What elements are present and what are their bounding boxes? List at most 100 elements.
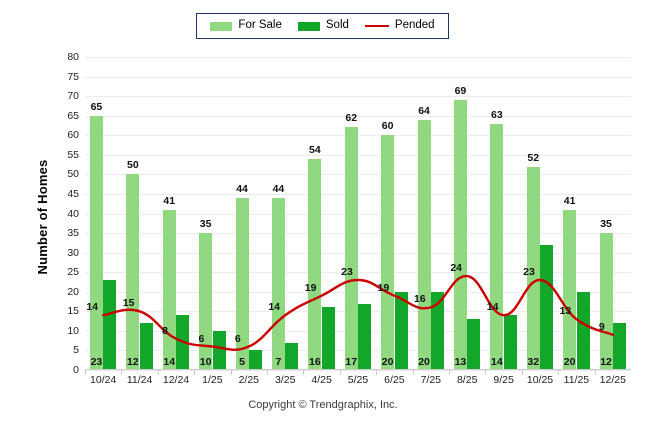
label-sold: 32	[527, 356, 540, 368]
bar-sold[interactable]	[103, 280, 117, 370]
label-sold: 16	[309, 356, 321, 368]
x-axis-tick-labels: 10/24 11/24 12/24 1/25 2/25 3/25 4/25 5/25 6/25 7…	[85, 374, 631, 390]
y-axis-title: Number of Homes	[34, 159, 50, 275]
bar-sold[interactable]	[540, 244, 554, 370]
legend-label-pended: Pended	[394, 19, 435, 32]
x-tick-label: 9/25	[493, 374, 514, 386]
x-tick-label: 12/24	[162, 374, 190, 386]
label-for-sale: 64	[418, 104, 430, 117]
bar-group[interactable]	[340, 57, 376, 370]
gridline	[85, 154, 631, 156]
label-sold: 23	[90, 356, 103, 368]
legend-item-for-sale[interactable]: For Sale	[210, 19, 282, 32]
gridline	[85, 174, 631, 176]
bar-group[interactable]	[121, 57, 157, 370]
label-pended: 19	[377, 281, 390, 294]
label-sold: 20	[418, 356, 430, 368]
bar-sold[interactable]	[576, 291, 590, 370]
bar-sold[interactable]	[285, 342, 299, 370]
x-tick-mark	[521, 370, 523, 375]
gridline	[85, 96, 631, 98]
label-sold: 13	[454, 356, 467, 368]
bar-group[interactable]	[485, 57, 521, 370]
label-pended: 24	[450, 262, 463, 275]
bar-for-sale[interactable]	[563, 209, 577, 370]
x-tick-label: 3/25	[274, 374, 296, 386]
legend-label-sold: Sold	[325, 19, 349, 32]
bar-sold[interactable]	[212, 330, 226, 370]
bar-for-sale[interactable]	[417, 119, 431, 370]
bar-group[interactable]	[194, 57, 230, 370]
label-pended: 14	[86, 301, 99, 314]
legend-swatch-for-sale	[210, 21, 233, 31]
bar-for-sale[interactable]	[271, 197, 285, 370]
bar-sold[interactable]	[431, 291, 445, 370]
label-sold: 14	[163, 356, 176, 368]
bar-for-sale[interactable]	[308, 158, 322, 370]
x-tick-mark	[85, 370, 86, 375]
x-tick-label: 10/24	[90, 374, 117, 386]
x-tick-mark	[558, 370, 560, 375]
gridline	[85, 57, 631, 58]
legend-item-pended[interactable]: Pended	[364, 19, 435, 32]
legend-item-sold[interactable]: Sold	[297, 19, 349, 32]
bar-sold[interactable]	[321, 307, 335, 370]
bar-group[interactable]	[303, 57, 339, 370]
bar-for-sale[interactable]	[599, 233, 613, 370]
label-for-sale: 35	[600, 218, 612, 231]
bar-sold[interactable]	[139, 323, 153, 370]
y-tick-label: 20	[67, 285, 79, 298]
x-tick-label: 12/25	[599, 374, 626, 386]
label-sold: 14	[491, 356, 503, 368]
x-tick-mark	[194, 370, 196, 375]
bar-group[interactable]	[267, 57, 303, 370]
y-tick-label: 55	[67, 148, 79, 161]
x-axis-baseline	[85, 369, 631, 370]
x-tick-label: 1/25	[202, 374, 223, 386]
bar-sold[interactable]	[394, 291, 408, 370]
gridline	[85, 213, 631, 215]
bar-for-sale[interactable]	[126, 174, 140, 370]
label-pended: 14	[486, 301, 499, 314]
bar-for-sale[interactable]	[381, 135, 395, 370]
legend-line-pended	[364, 25, 389, 27]
label-for-sale: 44	[272, 182, 285, 195]
bar-sold[interactable]	[467, 319, 481, 370]
bar-group[interactable]	[231, 57, 267, 370]
legend-swatch-sold	[297, 21, 320, 31]
label-sold: 20	[563, 356, 576, 368]
bar-group[interactable]	[158, 57, 194, 370]
bar-sold[interactable]	[358, 303, 372, 370]
x-tick-label: 5/25	[347, 374, 369, 386]
legend-label-for-sale: For Sale	[238, 19, 282, 32]
bar-sold[interactable]	[503, 315, 517, 370]
bar-for-sale[interactable]	[199, 233, 213, 370]
bar-group[interactable]	[376, 57, 412, 370]
y-tick-label: 65	[67, 109, 79, 122]
label-sold: 7	[275, 356, 282, 368]
label-for-sale: 41	[163, 194, 176, 207]
x-tick-label: 11/24	[126, 374, 153, 386]
plot-area: 0 5 10 15 20 25 30 35 40 45 50 55 60 65 70 75 80 65 23 14 5…	[67, 51, 631, 376]
label-sold: 17	[345, 356, 358, 368]
bar-for-sale[interactable]	[490, 123, 504, 370]
y-tick-label: 5	[73, 344, 79, 357]
label-pended: 16	[413, 293, 426, 306]
x-tick-mark	[121, 370, 123, 375]
bar-for-sale[interactable]	[453, 100, 467, 370]
bar-group[interactable]	[522, 57, 558, 370]
chart-legend: For Sale Sold Pended	[196, 13, 449, 39]
bar-sold[interactable]	[176, 315, 190, 370]
bar-sold[interactable]	[613, 323, 627, 370]
bar-for-sale[interactable]	[89, 115, 103, 370]
gridline	[85, 272, 631, 274]
bar-for-sale[interactable]	[162, 209, 176, 370]
x-tick-label: 8/25	[456, 374, 478, 386]
bar-for-sale[interactable]	[344, 127, 358, 370]
y-tick-label: 50	[67, 168, 79, 181]
bar-group[interactable]	[558, 57, 594, 370]
bar-sold[interactable]	[249, 350, 263, 370]
gridline	[85, 193, 631, 195]
x-tick-mark	[376, 370, 378, 375]
bar-group[interactable]	[449, 57, 485, 370]
